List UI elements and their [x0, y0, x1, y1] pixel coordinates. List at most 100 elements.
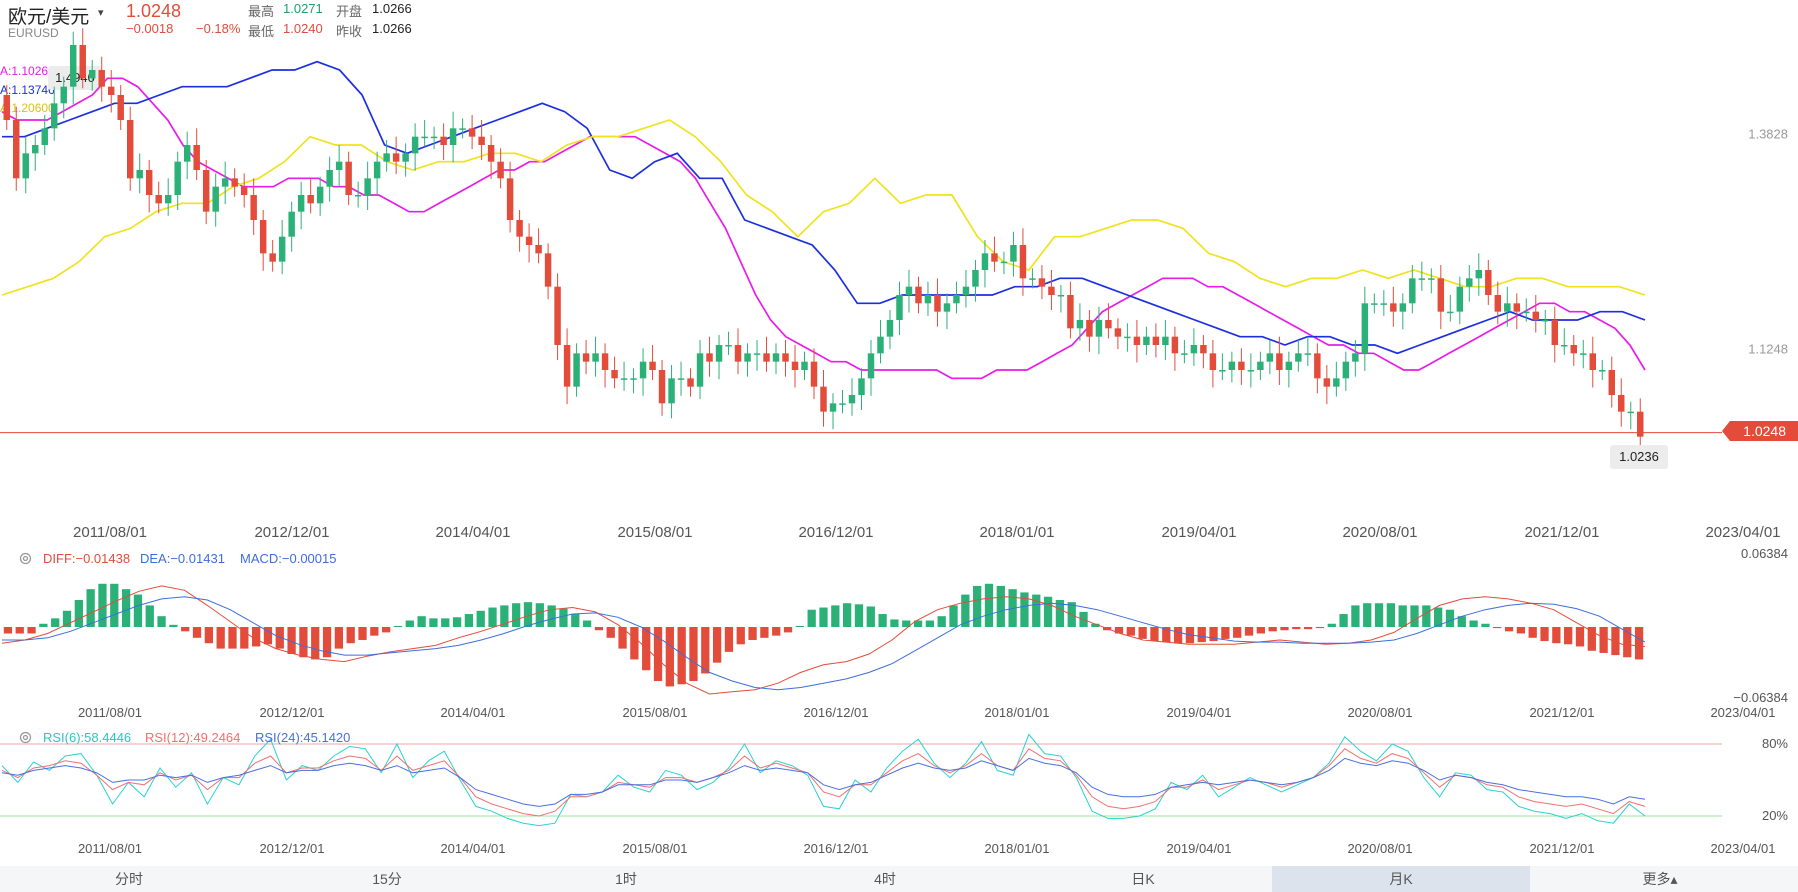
- candle-body: [1209, 353, 1217, 370]
- macd-bar: [1303, 627, 1313, 630]
- macd-bar: [854, 604, 864, 627]
- candle-body: [335, 161, 343, 170]
- candle-body: [1618, 395, 1625, 412]
- candle-body: [326, 170, 333, 187]
- macd-bar: [902, 620, 911, 627]
- candle-body: [1076, 320, 1084, 329]
- candle-body: [212, 186, 219, 212]
- macd-bar: [98, 583, 107, 627]
- candle-body: [763, 353, 770, 362]
- candle-body: [383, 153, 390, 162]
- candle-body: [1418, 278, 1426, 280]
- macd-bar: [535, 603, 544, 627]
- macd-bar: [996, 585, 1005, 627]
- tab-4hour[interactable]: 4时: [874, 871, 896, 887]
- candle-body: [554, 286, 561, 345]
- candle-body: [297, 195, 305, 212]
- macd-bar: [1292, 627, 1301, 630]
- rsi24-line: [1, 757, 1646, 807]
- candle-body: [544, 253, 552, 287]
- y-axis-label: 1.3828: [1748, 126, 1788, 141]
- gear-icon[interactable]: [19, 731, 32, 744]
- candle-body: [1361, 303, 1369, 354]
- macd-bar: [488, 607, 497, 627]
- macd-bar: [1410, 605, 1419, 627]
- macd-bar: [133, 594, 143, 627]
- macd-bar: [1623, 627, 1632, 658]
- macd-bar: [783, 627, 793, 633]
- macd-bar: [1055, 599, 1065, 627]
- macd-bar: [1374, 603, 1384, 627]
- tab-intraday[interactable]: 分时: [115, 871, 143, 887]
- current-price-value: 1.0248: [1743, 423, 1786, 439]
- ma-lines: [1, 60, 1646, 380]
- candle-body: [1019, 245, 1027, 279]
- candle-body: [1447, 311, 1454, 314]
- candle-body: [801, 361, 808, 370]
- macd-bar: [1339, 614, 1348, 627]
- candle-body: [991, 253, 998, 262]
- candle-body: [145, 170, 153, 195]
- macd-bar: [1209, 627, 1218, 642]
- gear-icon[interactable]: [19, 552, 32, 565]
- macd-bar: [724, 627, 734, 652]
- candle-body: [269, 253, 276, 262]
- candle-body: [877, 336, 884, 354]
- candle-body: [288, 211, 295, 237]
- candle-body: [1475, 270, 1483, 279]
- candle-body: [1589, 353, 1596, 370]
- rsi-level-20-label: 20%: [1762, 808, 1788, 823]
- tab-1hour[interactable]: 1时: [615, 871, 637, 887]
- macd-bar: [594, 627, 604, 631]
- macd-bar: [1386, 603, 1396, 627]
- tab-more[interactable]: 更多▴: [1642, 871, 1678, 887]
- macd-bar: [748, 627, 757, 640]
- candle-body: [1190, 345, 1198, 354]
- candle-body: [981, 253, 989, 270]
- macd-bar: [346, 627, 355, 644]
- candle-body: [3, 95, 10, 120]
- rsi-level-80-label: 80%: [1762, 736, 1788, 751]
- macd-bar: [1162, 627, 1171, 643]
- macd-bar: [1327, 623, 1336, 627]
- macd-bar: [961, 594, 970, 627]
- pair-name[interactable]: 欧元/美元: [8, 7, 90, 28]
- tab-15min[interactable]: 15分: [372, 871, 402, 887]
- macd-bar: [1575, 627, 1585, 647]
- candle-body: [1371, 303, 1378, 305]
- macd-bar: [630, 627, 639, 660]
- candle-body: [1152, 336, 1160, 345]
- candle-body: [1608, 370, 1615, 395]
- candle-body: [1162, 336, 1169, 345]
- candle-body: [611, 370, 618, 379]
- macd-bar: [1256, 627, 1265, 634]
- macd-bar: [1138, 627, 1147, 639]
- candle-body: [934, 295, 941, 312]
- candle-body: [13, 120, 20, 179]
- ma-line-3: [1, 119, 1646, 296]
- tab-monthly[interactable]: 月K: [1272, 866, 1530, 892]
- candle-body: [525, 236, 533, 245]
- candle-body: [810, 361, 818, 387]
- candle-body: [1095, 320, 1103, 337]
- candle-body: [1238, 361, 1245, 370]
- candle-body: [896, 295, 903, 320]
- tab-daily[interactable]: 日K: [1131, 871, 1155, 887]
- candle-body: [858, 378, 865, 395]
- candle-body: [1523, 311, 1530, 314]
- chevron-down-icon[interactable]: ▾: [98, 7, 104, 19]
- candle-body: [1466, 278, 1473, 287]
- candle-body: [1456, 286, 1464, 312]
- candle-body: [1599, 370, 1606, 372]
- macd-bar: [429, 618, 438, 627]
- candle-body: [1219, 370, 1226, 372]
- candle-body: [1342, 361, 1350, 379]
- macd-bar: [1114, 627, 1124, 634]
- candle-body: [1380, 303, 1388, 305]
- macd-bar: [51, 618, 60, 627]
- macd-bar: [62, 610, 72, 627]
- macd-bar: [559, 608, 568, 627]
- candle-body: [1200, 345, 1207, 354]
